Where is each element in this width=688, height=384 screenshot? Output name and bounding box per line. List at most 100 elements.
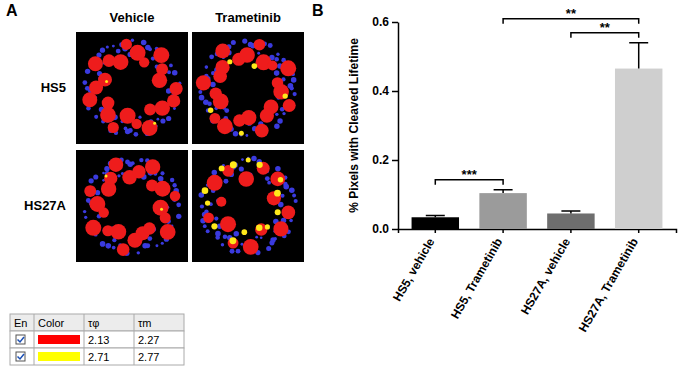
y-tick-mark — [392, 22, 398, 24]
cell-blob — [243, 239, 259, 255]
cell-dot — [231, 40, 236, 45]
cell-blob — [273, 221, 288, 236]
y-tick-label: 0.2 — [372, 153, 389, 167]
cell-blob — [145, 159, 160, 174]
cell-dot — [282, 112, 285, 115]
cell-dot — [206, 229, 210, 233]
table-row-bg — [10, 331, 184, 348]
color-swatch — [38, 335, 80, 344]
cell-dot — [169, 64, 173, 68]
cell-blob — [100, 107, 116, 123]
micrograph — [192, 32, 304, 144]
cell-dot — [112, 246, 116, 250]
cell-dot — [141, 40, 147, 46]
cleaved-blob — [105, 174, 108, 177]
cell-dot — [290, 86, 294, 90]
cleaved-blob — [160, 208, 163, 211]
cell-dot — [267, 181, 271, 185]
cell-dot — [280, 194, 284, 198]
checkmark — [18, 354, 25, 359]
cell-blob — [152, 73, 167, 88]
cell-dot — [234, 231, 239, 236]
cleaved-blob — [229, 237, 236, 244]
cell-dot — [85, 69, 90, 74]
cell-dot — [269, 240, 274, 245]
cell-blob — [132, 165, 145, 178]
x-tick: HS27A, Trametinib — [576, 229, 641, 334]
cell-dot — [155, 244, 158, 247]
cleaved-blob — [265, 224, 270, 229]
cell-dot — [241, 158, 244, 161]
cell-dot — [203, 224, 207, 228]
cell-blob — [203, 212, 214, 223]
y-tick-label: 0.0 — [372, 222, 389, 236]
cell-blob — [160, 212, 171, 223]
cell-dot — [289, 187, 295, 193]
y-tick: 0.6 — [372, 15, 398, 29]
cell-blob — [108, 122, 119, 133]
cell-blob — [257, 162, 270, 175]
panel-label: A — [6, 2, 18, 19]
cell-dot — [266, 246, 271, 251]
cell-dot — [200, 204, 204, 208]
y-tick-label: 0.4 — [372, 84, 389, 98]
x-tick-label: HS27A, vehicle — [518, 235, 573, 317]
table-divider — [84, 314, 85, 365]
micrograph-background — [192, 32, 304, 144]
tau-phi: 2.13 — [88, 334, 109, 346]
cell-dot — [94, 115, 98, 119]
bar — [479, 193, 526, 229]
cell-blob — [155, 181, 171, 197]
table-header: τφ — [88, 317, 99, 329]
cell-dot — [255, 236, 258, 239]
table-header: τm — [138, 317, 152, 329]
cell-blob — [239, 47, 255, 63]
cell-blob — [143, 222, 156, 235]
checkmark — [18, 337, 25, 342]
cell-blob — [283, 99, 296, 112]
cell-dot — [158, 176, 164, 182]
cell-blob — [102, 97, 115, 110]
cell-dot — [102, 172, 105, 175]
cleaved-blob — [211, 223, 217, 229]
cell-dot — [209, 54, 214, 59]
cell-dot — [199, 95, 205, 101]
column-header: Vehicle — [110, 10, 155, 25]
bar — [547, 213, 594, 229]
cell-blob — [98, 73, 112, 87]
row-header: HS5 — [41, 80, 66, 95]
cell-blob — [196, 75, 211, 90]
cell-dot — [275, 166, 281, 172]
tau-phi: 2.71 — [88, 351, 109, 363]
y-axis-line — [398, 23, 400, 230]
cell-dot — [104, 166, 109, 171]
cleaved-blob — [283, 93, 288, 98]
y-tick-mark — [392, 229, 398, 231]
cleaved-blob — [274, 190, 281, 197]
cell-blob — [267, 61, 277, 71]
table-divider — [34, 314, 35, 365]
cell-blob — [238, 171, 254, 187]
cell-blob — [155, 100, 170, 115]
tau-m: 2.77 — [138, 351, 159, 363]
cleaved-blob — [256, 225, 262, 231]
cell-dot — [283, 184, 289, 190]
micrograph-background — [76, 150, 188, 262]
cell-dot — [84, 216, 87, 219]
cleaved-blob — [153, 122, 156, 125]
cell-blob — [217, 118, 233, 134]
cell-blob — [216, 197, 226, 207]
significance-label: ** — [566, 6, 577, 21]
x-tick-label: HS5, vehicle — [390, 235, 438, 304]
y-axis: 0.0 0.2 0.4 0.6 — [372, 15, 398, 236]
cleaved-blob — [202, 187, 209, 194]
cell-dot — [131, 38, 134, 41]
cell-blob — [82, 92, 97, 107]
cell-dot — [265, 176, 270, 181]
cleaved-blob — [256, 162, 262, 168]
table-header-bg — [10, 314, 184, 331]
cleaved-blob — [219, 166, 225, 172]
cell-blob — [281, 206, 295, 220]
cell-dot — [117, 174, 120, 177]
x-tick-mark — [570, 229, 572, 233]
